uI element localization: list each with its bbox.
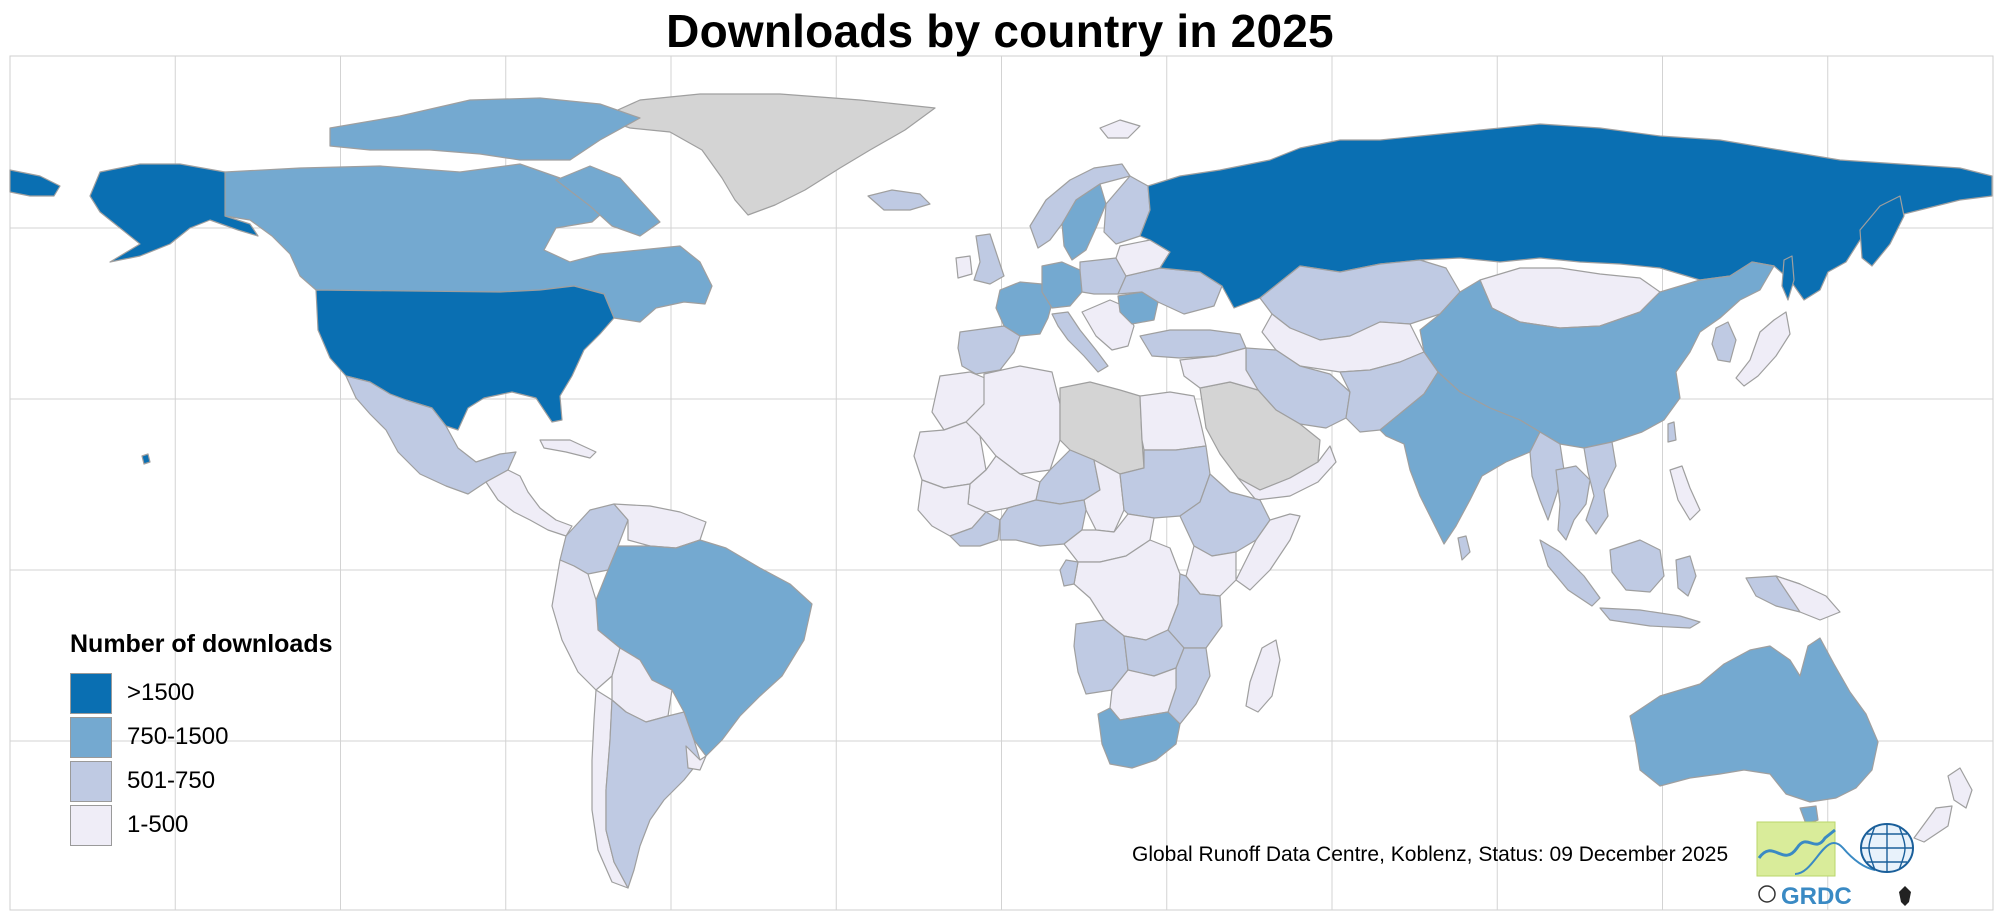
country-tanzania[interactable] [1167,573,1223,649]
country-yemen[interactable] [1237,445,1337,501]
country-mauritania[interactable] [913,421,987,489]
legend-item: 1-500 [70,803,370,847]
country-uruguay[interactable] [685,745,707,771]
country-greenland[interactable] [599,93,936,216]
credit-line: Global Runoff Data Centre, Koblenz, Stat… [1132,843,1729,866]
country-norway[interactable] [1029,163,1131,249]
country-ghana-ivory[interactable] [949,511,1001,547]
legend-item: 501-750 [70,759,370,803]
country-italy[interactable] [1051,311,1109,373]
country-algeria[interactable] [965,365,1061,475]
country-sweden[interactable] [1061,183,1107,261]
country-myanmar[interactable] [1529,431,1565,521]
legend: Number of downloads >1500 750-1500 501-7… [70,630,370,847]
country-canada-arctic-islands[interactable] [329,97,641,161]
country-mexico[interactable] [345,375,517,495]
country-japan[interactable] [1735,311,1791,387]
legend-item: >1500 [70,671,370,715]
country-india[interactable] [1379,371,1541,545]
country-papua-new-guinea[interactable] [1775,575,1841,621]
country-cuba[interactable] [539,439,597,459]
country-france[interactable] [995,281,1055,337]
country-madagascar[interactable] [1245,639,1281,713]
grdc-logo: GRDC [1756,821,1914,910]
country-sumatra[interactable] [1539,539,1601,607]
country-hawaii[interactable] [141,453,151,465]
legend-swatch [70,760,112,802]
federal-eagle-icon [1899,886,1911,906]
country-central-america[interactable] [485,469,573,537]
logo-hydrograph-icon [1794,842,1876,875]
country-new-zealand-north[interactable] [1947,767,1973,809]
country-philippines[interactable] [1669,465,1701,521]
country-sulawesi[interactable] [1675,555,1697,597]
country-russia-sakhalin[interactable] [1781,255,1795,301]
country-java[interactable] [1599,607,1701,629]
country-australia[interactable] [1629,637,1879,803]
country-borneo[interactable] [1609,539,1665,593]
legend-label: 750-1500 [127,723,229,750]
country-baffin-island[interactable] [555,165,661,237]
legend-label: 501-750 [127,767,216,794]
logo-river-icon [1757,828,1836,859]
country-korea[interactable] [1711,321,1737,363]
country-ireland[interactable] [955,255,973,279]
country-svalbard[interactable] [1099,119,1141,139]
legend-swatch [70,672,112,714]
wmo-emblem-icon [1758,885,1776,903]
country-alaska-west-tip[interactable] [9,169,61,197]
legend-title: Number of downloads [70,630,333,658]
country-somalia[interactable] [1235,513,1301,591]
country-russia-kamchatka[interactable] [1859,195,1905,267]
country-nigeria[interactable] [999,499,1087,547]
country-thailand[interactable] [1555,465,1591,541]
country-iraq[interactable] [1179,347,1259,391]
country-iceland[interactable] [867,189,931,211]
country-taiwan[interactable] [1667,421,1677,443]
country-alaska[interactable] [89,163,259,263]
logo-text: GRDC [1781,883,1852,910]
legend-item: 750-1500 [70,715,370,759]
legend-swatch [70,804,112,846]
country-germany[interactable] [1041,261,1083,309]
country-south-africa[interactable] [1097,707,1181,769]
country-united-kingdom[interactable] [973,233,1005,285]
logo-globe-grid [1861,824,1913,872]
country-new-zealand-south[interactable] [1913,805,1953,843]
legend-label: 1-500 [127,811,189,838]
country-gabon[interactable] [1059,559,1079,587]
country-vietnam[interactable] [1583,441,1617,535]
country-tasmania[interactable] [1799,805,1819,825]
map-title: Downloads by country in 2025 [666,5,1334,57]
country-argentina[interactable] [605,699,701,889]
legend-label: >1500 [127,679,195,706]
country-sri-lanka[interactable] [1457,535,1471,561]
legend-swatch [70,716,112,758]
